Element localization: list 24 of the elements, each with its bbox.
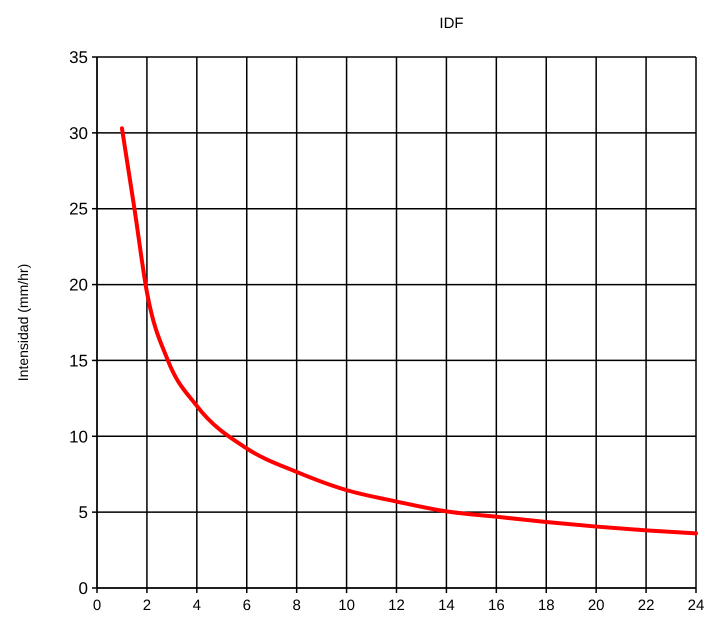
y-tick-label: 35 xyxy=(69,48,88,67)
x-tick-label: 0 xyxy=(92,597,102,614)
x-tick-label: 16 xyxy=(488,597,505,614)
y-tick-label: 0 xyxy=(78,579,88,598)
y-tick-label: 20 xyxy=(69,276,88,295)
x-tick-label: 4 xyxy=(192,597,202,614)
y-tick-label: 10 xyxy=(69,427,88,446)
x-tick-label: 12 xyxy=(388,597,405,614)
y-tick-label: 30 xyxy=(69,124,88,143)
chart-title: IDF xyxy=(439,15,464,32)
x-tick-label: 2 xyxy=(142,597,152,614)
x-tick-label: 24 xyxy=(688,597,704,614)
line-series xyxy=(120,126,698,536)
y-axis-title: Intensidad (mm/hr) xyxy=(15,264,31,382)
y-tick-label: 15 xyxy=(69,351,88,370)
x-tick-label: 20 xyxy=(588,597,605,614)
x-tick-label: 8 xyxy=(292,597,301,614)
x-tick-label: 10 xyxy=(338,597,355,614)
x-tick-label: 6 xyxy=(242,597,251,614)
y-tick-label: 5 xyxy=(78,503,88,522)
x-tick-label: 18 xyxy=(538,597,555,614)
y-tick-label: 25 xyxy=(69,200,88,219)
x-tick-label: 14 xyxy=(438,597,455,614)
x-tick-label: 22 xyxy=(638,597,654,614)
